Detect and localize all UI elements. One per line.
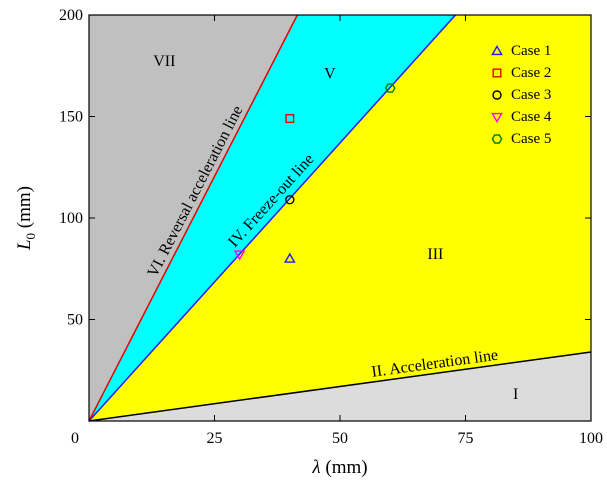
legend-marker-case-3 (492, 90, 502, 100)
legend-label-case-3: Case 3 (511, 87, 551, 103)
data-point-case-3 (285, 195, 295, 205)
x-axis-unit: (mm) (321, 457, 368, 478)
y-axis-symbol: L (14, 239, 35, 251)
data-point-case-1 (283, 252, 296, 263)
boundary-line-II (88, 351, 592, 422)
axis-ticks (88, 14, 592, 421)
data-point-case-4 (233, 250, 246, 261)
x-tick-label: 25 (207, 430, 223, 447)
legend-marker-case-1 (491, 44, 503, 56)
y-tick-label: 50 (67, 312, 83, 329)
y-axis-label: L0 (mm) (14, 186, 38, 251)
legend-marker-case-2 (492, 68, 502, 78)
boundary-line-VI (88, 14, 298, 422)
region-III (89, 15, 591, 421)
x-tick-labels: 0 25 50 75 100 (71, 430, 603, 447)
data-point-case-5 (384, 83, 396, 93)
data-points (233, 83, 396, 263)
region-label-I: I (513, 386, 518, 403)
legend-marker-case-4 (491, 112, 503, 124)
x-axis-symbol: λ (311, 457, 320, 478)
y-axis-subscript: 0 (23, 233, 38, 240)
y-tick-label: 150 (59, 109, 83, 126)
legend-label-case-1: Case 1 (511, 43, 551, 59)
y-tick-labels: 50 100 150 200 (59, 7, 83, 329)
legend-label-case-5: Case 5 (511, 131, 551, 147)
boundary-line-IV (88, 14, 457, 422)
y-tick-label: 100 (59, 210, 83, 227)
x-axis-label: λ (mm) (311, 457, 367, 478)
x-tick-label: 0 (71, 430, 79, 447)
y-axis-unit: (mm) (14, 186, 35, 233)
legend: Case 1 Case 2 Case 3 Case 4 Case 5 (491, 43, 552, 147)
region-label-V: V (324, 65, 336, 82)
legend-label-case-4: Case 4 (511, 109, 552, 125)
boundary-lines (88, 14, 592, 422)
region-label-III: III (427, 246, 443, 263)
region-label-VII: VII (153, 53, 175, 70)
legend-label-case-2: Case 2 (511, 65, 551, 81)
x-tick-label: 75 (458, 430, 474, 447)
x-tick-label: 50 (332, 430, 348, 447)
x-tick-label: 100 (579, 430, 603, 447)
legend-marker-case-5 (491, 134, 503, 144)
y-tick-label: 200 (59, 7, 83, 24)
data-point-case-2 (285, 114, 295, 124)
